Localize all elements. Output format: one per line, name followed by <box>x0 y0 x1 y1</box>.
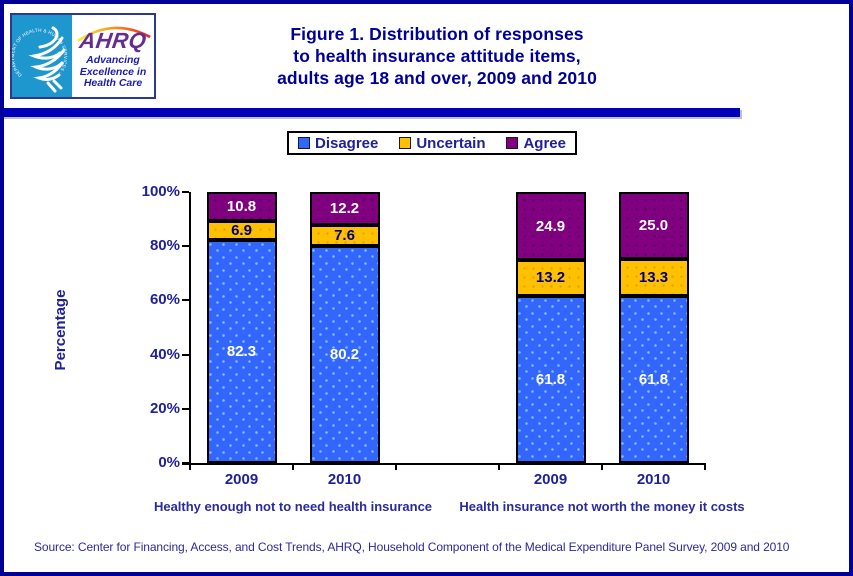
y-tick-mark <box>182 245 189 248</box>
x-category-label: 2009 <box>533 471 568 488</box>
legend-label: Disagree <box>315 134 379 152</box>
legend-item-uncertain: Uncertain <box>399 134 486 152</box>
bar-segment-agree: 10.8 <box>206 192 277 222</box>
bar-segment-disagree: 80.2 <box>309 245 380 463</box>
ahrq-logo: AHRQ Advancing Excellence in Health Care <box>72 15 154 97</box>
ahrq-rainbow-arc-icon <box>77 26 151 43</box>
ahrq-tagline-line: Advancing <box>86 54 140 66</box>
x-tick-mark <box>395 465 397 470</box>
y-tick-mark <box>182 407 189 410</box>
figure-title-line: adults age 18 and over, 2009 and 2010 <box>277 68 597 88</box>
y-tick-label: 40% <box>149 345 180 363</box>
group-label-healthy-enough: Healthy enough not to need health insura… <box>153 499 433 514</box>
y-tick-mark <box>182 353 189 356</box>
hhs-ahrq-logo: DEPARTMENT OF HEALTH & HUMAN SERVICES - … <box>10 13 156 99</box>
y-tick-label: 60% <box>149 291 180 309</box>
agree-swatch-icon <box>506 137 519 149</box>
x-tick-mark <box>292 465 294 470</box>
hhs-seal: DEPARTMENT OF HEALTH & HUMAN SERVICES - … <box>12 15 72 97</box>
bar-segment-disagree: 61.8 <box>618 295 689 463</box>
legend-label: Uncertain <box>416 134 486 152</box>
x-tick-mark <box>601 465 603 470</box>
ahrq-tagline-line: Excellence in <box>79 65 147 78</box>
source-note: Source: Center for Financing, Access, an… <box>34 540 790 554</box>
bar-segment-uncertain: 13.2 <box>515 259 586 296</box>
x-category-label: 2009 <box>224 471 259 488</box>
ahrq-tagline: Advancing Excellence in Health Care <box>72 54 154 90</box>
bar-segment-disagree: 61.8 <box>515 295 586 463</box>
y-tick-label: 100% <box>141 183 180 200</box>
bar-segment-uncertain: 6.9 <box>206 221 277 240</box>
ahrq-acronym: AHRQ <box>77 28 149 53</box>
x-tick-mark <box>498 465 500 470</box>
ahrq-tagline-line: Health Care <box>83 77 143 89</box>
x-category-label: 2010 <box>327 471 362 488</box>
y-tick-label: 0% <box>158 454 180 471</box>
bar-segment-agree: 25.0 <box>618 191 689 260</box>
y-tick-label: 20% <box>149 399 180 417</box>
figure-title: Figure 1. Distribution of responses to h… <box>156 23 718 89</box>
x-tick-mark <box>189 465 191 470</box>
y-axis-line <box>189 192 191 466</box>
legend-item-agree: Agree <box>506 135 566 152</box>
legend-item-disagree: Disagree <box>298 135 378 152</box>
y-tick-mark <box>182 191 189 193</box>
bar-segment-agree: 12.2 <box>309 192 380 226</box>
hhs-eagle-icon: DEPARTMENT OF HEALTH & HUMAN SERVICES - … <box>12 15 68 93</box>
bar-segment-agree: 24.9 <box>515 192 586 260</box>
figure-title-line: Figure 1. Distribution of responses <box>290 24 584 44</box>
x-category-label: 2010 <box>636 471 671 488</box>
bar-segment-uncertain: 13.3 <box>618 259 689 296</box>
y-axis-title: Percentage <box>52 289 69 371</box>
bar-segment-disagree: 82.3 <box>206 239 277 463</box>
chart-legend: Disagree Uncertain Agree <box>287 131 577 155</box>
disagree-swatch-icon <box>298 137 310 149</box>
y-tick-mark <box>182 299 189 302</box>
uncertain-swatch-icon <box>399 137 412 149</box>
figure-title-line: to health insurance attitude items, <box>293 46 581 66</box>
x-axis-line <box>182 463 706 465</box>
x-tick-mark <box>704 465 706 470</box>
legend-label: Agree <box>523 134 566 152</box>
y-tick-label: 80% <box>149 237 180 255</box>
group-label-not-worth-money: Health insurance not worth the money it … <box>459 499 745 514</box>
bar-segment-uncertain: 7.6 <box>309 225 380 246</box>
title-divider <box>0 108 740 117</box>
